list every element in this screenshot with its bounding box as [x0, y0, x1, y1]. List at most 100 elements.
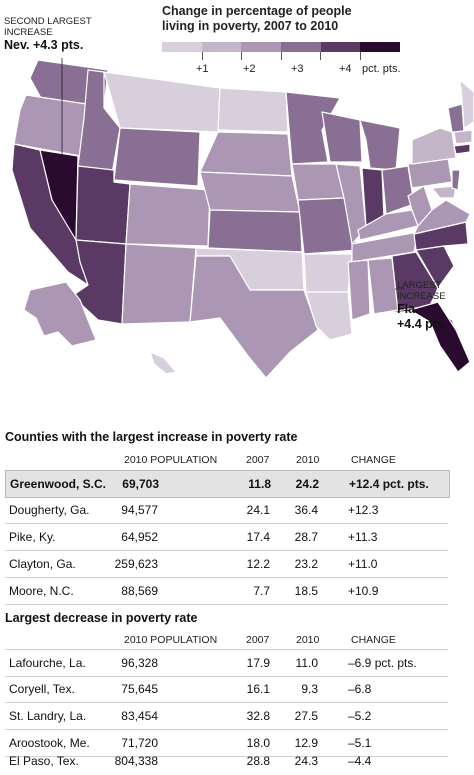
county-population: 94,577 [121, 503, 158, 517]
state-new-mexico [121, 243, 197, 325]
rate-2007: 11.8 [248, 477, 271, 491]
state-south-dakota [199, 131, 293, 177]
legend-swatch-2 [241, 42, 282, 52]
county-name: St. Landry, La. [9, 709, 87, 723]
county-population: 69,703 [122, 477, 159, 491]
rate-change: +10.9 [348, 584, 379, 598]
table-row: Clayton, Ga. 259,623 12.2 23.2 +11.0 [5, 551, 448, 578]
state-minnesota [285, 91, 341, 165]
county-name: Greenwood, S.C. [10, 477, 107, 491]
legend-swatch-5 [360, 42, 401, 52]
annotation-state: Fla. [397, 302, 419, 316]
rate-2007: 16.1 [246, 682, 270, 696]
county-name: Pike, Ky. [9, 530, 56, 544]
legend-title-line1: Change in percentage of people [162, 4, 352, 18]
table-row: Lafourche, La. 96,328 17.9 11.0 –6.9 pct… [5, 649, 448, 677]
rate-2010: 27.5 [294, 709, 318, 723]
county-name: Coryell, Tex. [9, 682, 75, 696]
legend-color-scale [162, 42, 401, 52]
legend-tick-suffix: pct. pts. [362, 63, 401, 75]
annotation-value: +4.4 pts. [397, 317, 448, 331]
table-row: Dougherty, Ga. 94,577 24.1 36.4 +12.3 [5, 497, 448, 524]
legend-tick [281, 52, 282, 60]
rate-2007: 32.8 [246, 709, 270, 723]
county-name: Clayton, Ga. [9, 557, 76, 571]
header-2007: 2007 [246, 634, 270, 646]
header-change: CHANGE [351, 454, 396, 466]
table-row: Aroostook, Me. 71,720 18.0 12.9 –5.1 [5, 730, 448, 757]
county-population: 64,952 [121, 530, 158, 544]
header-change: CHANGE [351, 634, 396, 646]
rate-2007: 12.2 [246, 557, 270, 571]
rate-change: –6.9 pct. pts. [348, 656, 417, 670]
header-2010: 2010 [296, 634, 320, 646]
state-nebraska [199, 171, 301, 213]
county-name: Dougherty, Ga. [9, 503, 90, 517]
legend-title-line2: living in poverty, 2007 to 2010 [162, 19, 339, 33]
state-montana [103, 71, 221, 133]
county-population: 83,454 [121, 709, 158, 723]
decrease-table-title: Largest decrease in poverty rate [5, 611, 198, 625]
annotation-largest: LARGEST INCREASE Fla. +4.4 pts. [397, 280, 447, 332]
legend-swatch-0 [162, 42, 202, 52]
legend-tick-label: +2 [243, 63, 256, 75]
county-population: 71,720 [121, 736, 158, 750]
state-mississippi [347, 259, 371, 321]
legend-swatch-1 [201, 42, 242, 52]
rate-2010: 12.9 [294, 736, 318, 750]
legend-tick [320, 52, 321, 60]
table-row: Coryell, Tex. 75,645 16.1 9.3 –6.8 [5, 676, 448, 703]
rate-2010: 36.4 [294, 503, 318, 517]
legend-tick-label: +1 [196, 63, 209, 75]
county-name: Aroostook, Me. [9, 736, 90, 750]
annotation-value: Nev. +4.3 pts. [4, 38, 84, 52]
rate-change: –6.8 [348, 682, 372, 696]
rate-2010: 23.2 [294, 557, 318, 571]
rate-change: –5.1 [348, 736, 372, 750]
state-louisiana [305, 291, 353, 341]
state-new-york [411, 127, 457, 165]
header-2007: 2007 [246, 454, 270, 466]
rate-2007: 24.1 [246, 503, 270, 517]
county-population: 96,328 [121, 656, 158, 670]
rate-change: +11.0 [348, 557, 378, 571]
table-row: St. Landry, La. 83,454 32.8 27.5 –5.2 [5, 703, 448, 730]
state-virginia [413, 199, 471, 235]
annotation-label: INCREASE [397, 291, 446, 302]
state-florida-pen [409, 301, 471, 373]
rate-2007: 17.4 [246, 530, 270, 544]
county-name: Moore, N.C. [9, 584, 74, 598]
header-population: 2010 POPULATION [124, 634, 218, 646]
rate-2007: 17.9 [246, 656, 270, 670]
legend-swatch-4 [320, 42, 361, 52]
rate-2010: 28.7 [294, 530, 318, 544]
table-row: El Paso, Tex. 804,338 28.8 24.3 –4.4 [5, 748, 448, 774]
legend-tick-label: +4 [339, 63, 352, 75]
annotation-label: INCREASE [4, 27, 53, 38]
rate-change: –4.4 [348, 754, 372, 768]
state-vermont-nh [447, 103, 465, 133]
state-new-jersey [451, 169, 461, 191]
county-name: Lafourche, La. [9, 656, 86, 670]
rate-2010: 11.0 [295, 656, 318, 670]
county-population: 259,623 [114, 557, 158, 571]
state-arkansas [303, 253, 353, 293]
annotation-second-largest: SECOND LARGEST INCREASE Nev. +4.3 pts. [4, 16, 92, 53]
rate-2007: 7.7 [253, 584, 270, 598]
legend-tick [241, 52, 242, 60]
state-north-dakota [217, 87, 289, 133]
annotation-label: SECOND LARGEST [4, 16, 92, 27]
rate-2010: 24.3 [294, 754, 318, 768]
legend-swatch-3 [281, 42, 321, 52]
state-idaho [77, 69, 121, 175]
rate-change: –5.2 [348, 709, 372, 723]
table-row: Moore, N.C. 88,569 7.7 18.5 +10.9 [5, 578, 448, 605]
state-maine [459, 79, 474, 129]
us-poverty-map [11, 58, 474, 379]
legend-tick [360, 52, 361, 60]
header-population: 2010 POPULATION [124, 454, 218, 466]
increase-table-title: Counties with the largest increase in po… [5, 430, 298, 444]
rate-change: +12.3 [348, 503, 379, 517]
legend-tick-label: +3 [291, 63, 304, 75]
county-name: El Paso, Tex. [9, 754, 79, 768]
